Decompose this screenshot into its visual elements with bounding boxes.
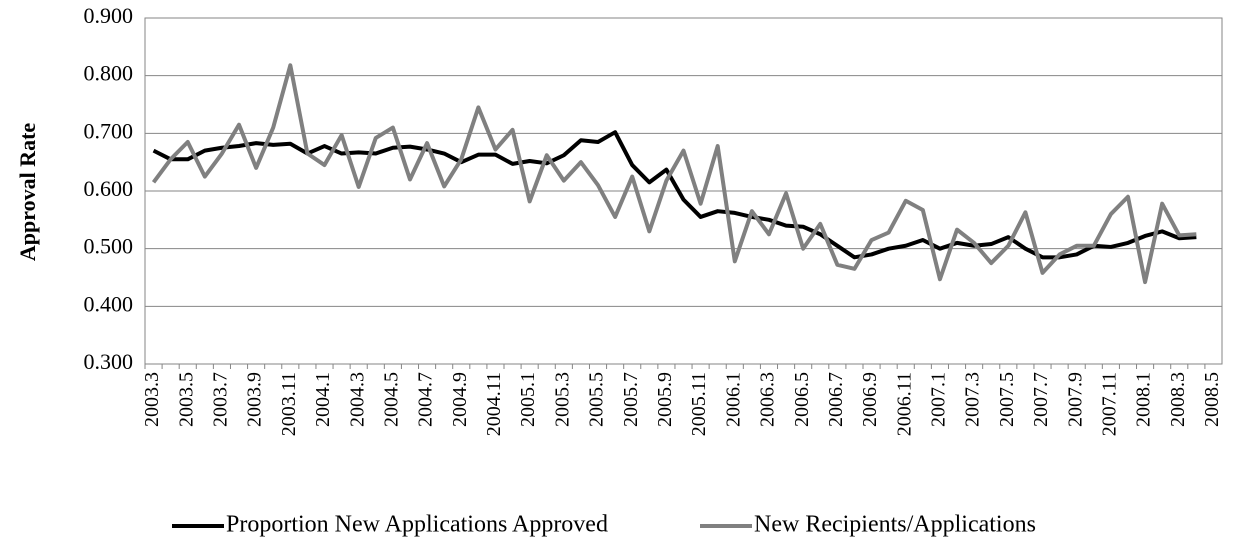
y-tick-label: 0.500 [84,234,134,259]
y-tick-label: 0.400 [84,291,134,316]
y-axis-label: Approval Rate [15,123,40,262]
x-tick-label: 2004.9 [449,372,471,427]
x-tick-label: 2007.7 [1030,372,1052,427]
x-tick-label: 2006.9 [859,372,881,427]
x-tick-label: 2006.11 [893,372,915,436]
legend-label: Proportion New Applications Approved [226,512,608,538]
x-tick-label: 2008.5 [1201,372,1223,427]
legend-label: New Recipients/Applications [754,512,1036,538]
x-tick-label: 2005.5 [586,372,608,427]
x-tick-label: 2008.3 [1167,372,1189,427]
y-tick-label: 0.800 [84,61,134,86]
x-tick-label: 2007.3 [962,372,984,427]
x-tick-label: 2003.7 [210,372,232,427]
x-tick-label: 2007.9 [1064,372,1086,427]
x-tick-label: 2003.9 [244,372,266,427]
x-tick-label: 2007.5 [996,372,1018,427]
x-tick-label: 2004.7 [415,372,437,427]
x-tick-label: 2006.1 [722,372,744,427]
y-tick-label: 0.900 [84,3,134,28]
x-tick-label: 2003.11 [278,372,300,436]
plot-border [144,17,1223,365]
x-tick-label: 2003.5 [175,372,197,427]
x-tick-label: 2008.1 [1133,372,1155,427]
x-tick-label: 2004.5 [380,372,402,427]
x-tick-label: 2005.1 [517,372,539,427]
x-tick-label: 2003.3 [141,372,163,427]
x-tick-label: 2007.1 [928,372,950,427]
series-line [152,130,1197,260]
x-tick-label: 2005.7 [620,372,642,427]
y-tick-label: 0.600 [84,176,134,201]
x-tick-label: 2007.11 [1098,372,1120,436]
y-tick-label: 0.700 [84,118,134,143]
x-tick-label: 2006.3 [757,372,779,427]
x-tick-label: 2004.1 [312,372,334,427]
y-tick-label: 0.300 [84,349,134,374]
x-tick-label: 2005.9 [654,372,676,427]
x-tick-label: 2006.7 [825,372,847,427]
x-tick-label: 2006.5 [791,372,813,427]
x-tick-label: 2004.11 [483,372,505,436]
x-tick-label: 2005.11 [688,372,710,436]
x-tick-label: 2005.3 [551,372,573,427]
x-tick-label: 2004.3 [346,372,368,427]
series-line [151,63,1197,285]
